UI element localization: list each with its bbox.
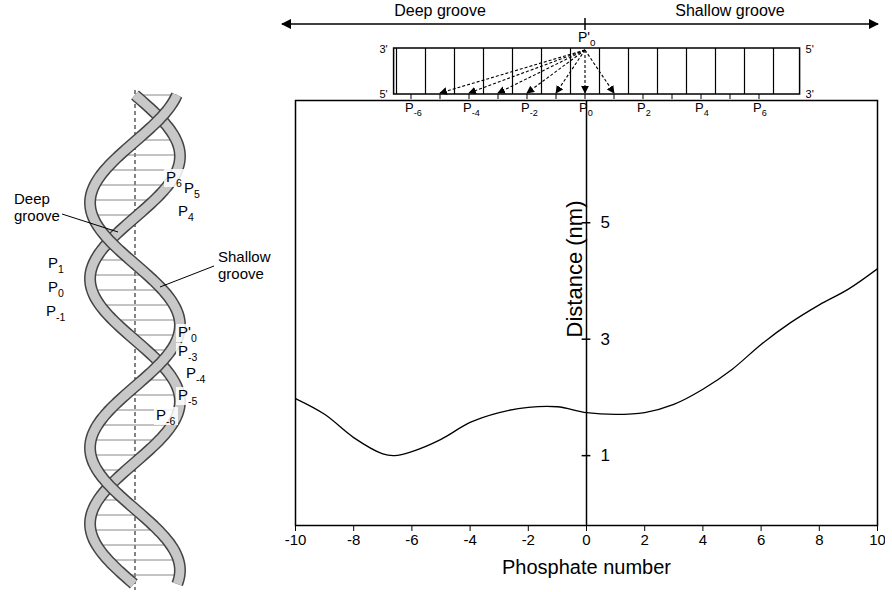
svg-text:8: 8 — [815, 531, 823, 548]
svg-text:P5: P5 — [184, 179, 200, 200]
svg-text:P4: P4 — [178, 202, 194, 223]
svg-text:Shallow groove: Shallow groove — [675, 2, 785, 19]
svg-text:Phosphate number: Phosphate number — [502, 556, 671, 578]
svg-text:Distance (nm): Distance (nm) — [562, 201, 587, 338]
svg-text:P-6: P-6 — [405, 100, 422, 118]
svg-text:3': 3' — [806, 88, 814, 100]
svg-text:P-2: P-2 — [521, 100, 538, 118]
svg-text:10: 10 — [869, 531, 885, 548]
svg-text:3': 3' — [379, 43, 387, 55]
svg-text:5: 5 — [601, 213, 610, 232]
svg-text:P-3: P-3 — [178, 342, 198, 363]
svg-text:-4: -4 — [463, 531, 476, 548]
svg-text:Shallowgroove: Shallowgroove — [218, 248, 271, 282]
svg-text:P'0: P'0 — [578, 29, 596, 48]
svg-text:P-4: P-4 — [186, 364, 206, 385]
svg-text:Deepgroove: Deepgroove — [14, 190, 60, 224]
svg-text:P6: P6 — [166, 168, 182, 189]
svg-text:P'0: P'0 — [178, 323, 197, 344]
svg-text:5': 5' — [806, 43, 814, 55]
svg-text:3: 3 — [601, 330, 610, 349]
svg-text:-10: -10 — [285, 531, 307, 548]
svg-text:P2: P2 — [637, 100, 651, 118]
svg-text:P-1: P-1 — [46, 302, 66, 323]
svg-text:6: 6 — [757, 531, 765, 548]
svg-text:4: 4 — [699, 531, 707, 548]
svg-text:-6: -6 — [405, 531, 418, 548]
svg-text:2: 2 — [641, 531, 649, 548]
svg-text:P-5: P-5 — [178, 386, 198, 407]
svg-text:5': 5' — [379, 88, 387, 100]
svg-text:P6: P6 — [753, 100, 767, 118]
svg-text:P0: P0 — [48, 278, 64, 299]
svg-text:1: 1 — [601, 446, 610, 465]
svg-text:P-4: P-4 — [463, 100, 480, 118]
svg-text:-8: -8 — [347, 531, 360, 548]
svg-text:Deep groove: Deep groove — [394, 2, 486, 19]
svg-text:P1: P1 — [48, 254, 64, 275]
svg-text:-2: -2 — [522, 531, 535, 548]
svg-text:0: 0 — [582, 531, 590, 548]
svg-text:P0: P0 — [579, 100, 593, 118]
svg-text:P-6: P-6 — [156, 406, 176, 427]
svg-text:P4: P4 — [695, 100, 709, 118]
